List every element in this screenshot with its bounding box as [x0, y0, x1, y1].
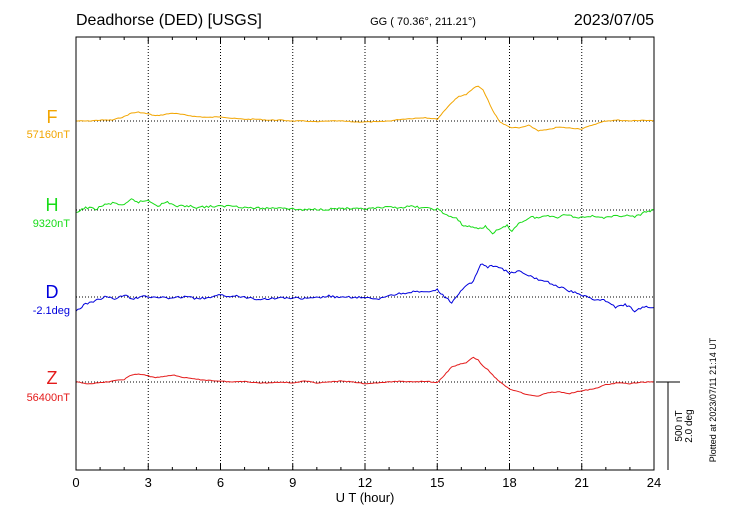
x-tick-label: 24: [647, 475, 661, 490]
series-name-f: F: [47, 107, 58, 127]
series-line-d: [75, 263, 655, 313]
series-line-z: [75, 356, 655, 397]
x-tick-label: 21: [575, 475, 589, 490]
series-name-d: D: [46, 282, 59, 302]
x-axis-label: U T (hour): [336, 490, 395, 505]
chart-title: Deadhorse (DED) [USGS]: [76, 12, 262, 29]
series-name-z: Z: [47, 368, 58, 388]
chart-subtitle: GG ( 70.36°, 211.21°): [370, 16, 476, 28]
x-tick-label: 12: [358, 475, 372, 490]
x-tick-label: 15: [430, 475, 444, 490]
grid: [76, 37, 654, 470]
axes: 0 3 6 9 12 15 18 21 24 F 57160nT H 9320nT D -2.1deg Z 56…: [27, 36, 661, 490]
x-tick-label: 18: [502, 475, 516, 490]
scale-bar-nt-label: 500 nT: [674, 410, 685, 441]
series-name-h: H: [46, 195, 59, 215]
series-baseline-d: -2.1deg: [33, 305, 70, 317]
x-tick-label: 3: [145, 475, 152, 490]
x-tick-label: 6: [217, 475, 224, 490]
x-tick-label: 0: [72, 475, 79, 490]
x-tick-label: 9: [289, 475, 296, 490]
plotted-at-footer: Plotted at 2023/07/11 21:14 UT: [708, 337, 718, 462]
series-baseline-f: 57160nT: [27, 129, 71, 141]
chart-date: 2023/07/05: [574, 12, 654, 29]
series-line-f: [76, 85, 655, 132]
series-baseline-h: 9320nT: [33, 218, 71, 230]
scale-bar: 500 nT 2.0 deg: [656, 381, 695, 470]
series-layer: [75, 85, 655, 397]
series-line-h: [75, 198, 655, 235]
scale-bar-deg-label: 2.0 deg: [684, 409, 695, 442]
series-baseline-z: 56400nT: [27, 392, 71, 404]
